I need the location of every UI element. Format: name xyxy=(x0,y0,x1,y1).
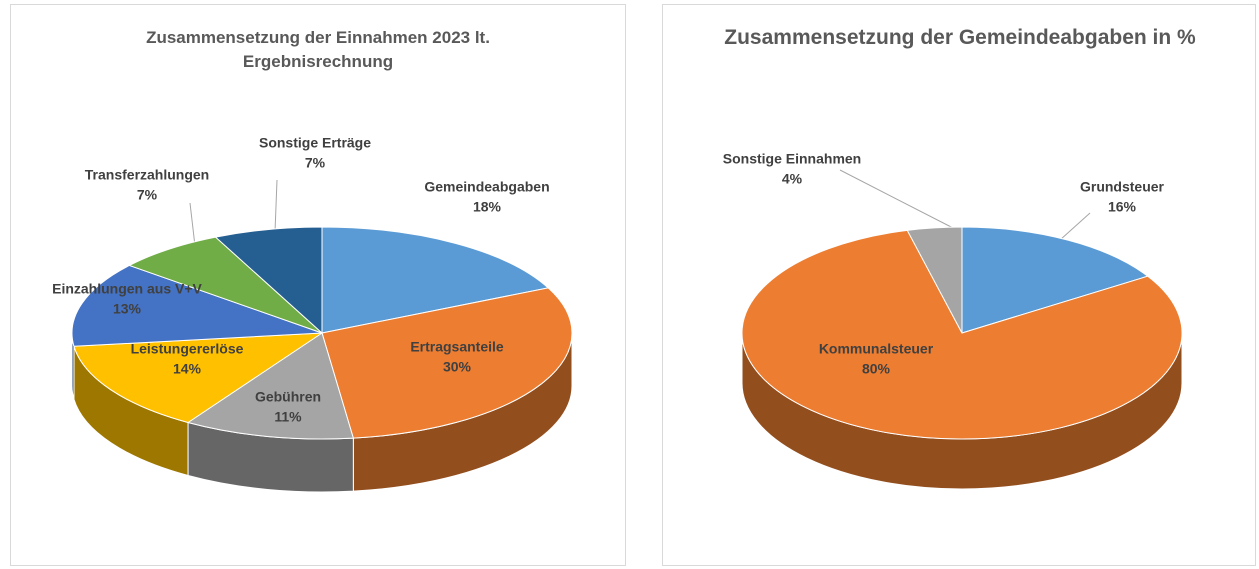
slice xyxy=(961,226,1149,334)
slice-label: Sonstige Einnahmen xyxy=(723,151,861,167)
slice xyxy=(214,226,323,335)
pie-tops xyxy=(71,226,573,440)
slice-label: Grundsteuer xyxy=(1080,179,1165,195)
slice xyxy=(128,236,323,334)
chart-title: Zusammensetzung der Einnahmen 2023 lt. E… xyxy=(146,28,490,71)
slice xyxy=(71,264,323,347)
pie-tops xyxy=(741,226,1183,440)
slice xyxy=(321,226,550,334)
leader-line xyxy=(189,202,196,247)
slice-value-label: 30% xyxy=(443,359,472,375)
chart-frame xyxy=(10,4,626,566)
slice-label: Leistungererlöse xyxy=(131,341,244,357)
slice-label: Gebühren xyxy=(255,389,321,405)
slice xyxy=(73,332,324,424)
slice-value-label: 7% xyxy=(305,155,326,171)
slice-label: Kommunalsteuer xyxy=(819,341,934,357)
slice-value-label: 16% xyxy=(1108,199,1137,215)
leader-line xyxy=(839,169,958,231)
slice-value-label: 80% xyxy=(862,361,891,377)
slice-label: Einzahlungen aus V+V xyxy=(52,281,202,297)
slice-label: Transferzahlungen xyxy=(85,167,209,183)
slice xyxy=(186,332,354,440)
leader-line xyxy=(274,179,278,233)
slice-value-label: 7% xyxy=(137,187,158,203)
leader-line xyxy=(1059,212,1091,241)
slice xyxy=(906,226,963,334)
slice xyxy=(741,229,1183,440)
slice-label: Ertragsanteile xyxy=(410,339,504,355)
slice-label: Sonstige Erträge xyxy=(259,135,371,151)
slice-value-label: 4% xyxy=(782,171,803,187)
chart-title: Zusammensetzung der Gemeindeabgaben in % xyxy=(724,26,1196,49)
slice-value-label: 11% xyxy=(274,409,302,425)
slice-value-label: 18% xyxy=(473,199,502,215)
chart-frame xyxy=(662,4,1256,566)
slice-value-label: 14% xyxy=(173,361,202,377)
slice-value-label: 13% xyxy=(113,301,142,317)
slice-label: Gemeindeabgaben xyxy=(424,179,549,195)
slice xyxy=(321,287,573,439)
